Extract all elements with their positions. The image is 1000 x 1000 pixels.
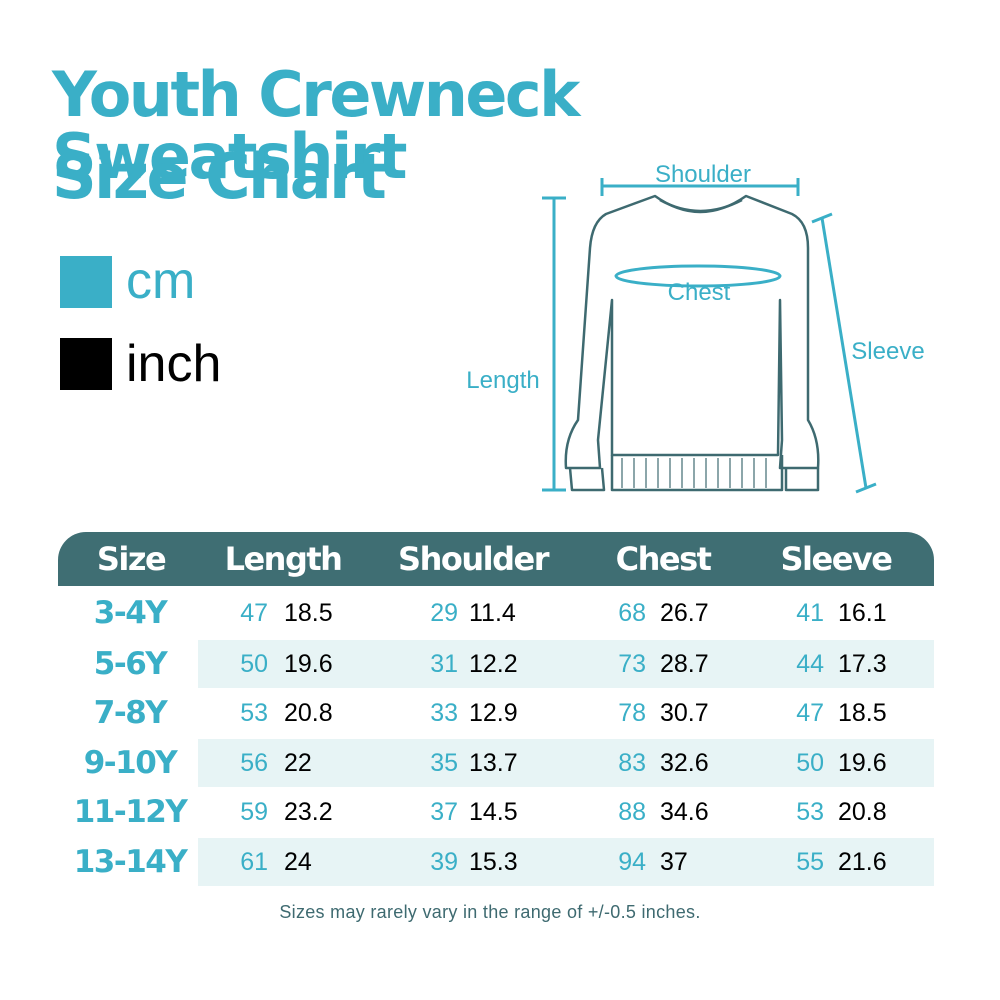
chest-inch: 26.7 [660,599,709,627]
shoulder-inch: 12.9 [469,699,518,727]
shoulder-inch: 12.2 [469,650,518,678]
length-measure [542,196,566,492]
length-inch: 18.5 [284,599,333,627]
chest-inch: 30.7 [660,699,709,727]
shoulder-label: Shoulder [655,161,751,188]
shoulder-cm: 35 [430,749,458,777]
chest-label: Chest [668,279,731,306]
inch-legend-label: inch [126,335,222,393]
sleeve-inch: 21.6 [838,848,887,876]
chart-title-line2: Size Chart [52,140,387,213]
tolerance-note: Sizes may rarely vary in the range of +/… [279,902,701,922]
row-stripe [198,739,934,787]
inch-swatch [60,338,112,390]
shoulder-cm: 31 [430,650,458,678]
sleeve-cm: 50 [796,749,824,777]
shoulder-inch: 11.4 [469,599,516,627]
chart-title-line1: Youth Crewneck Sweatshirt [52,58,580,193]
length-label: Length [466,367,539,394]
chest-cm: 73 [618,650,646,678]
sleeve-inch: 20.8 [838,798,887,826]
sleeve-cm: 44 [796,650,824,678]
header-sleeve: Sleeve [780,540,893,578]
sleeve-cm: 47 [796,699,824,727]
sleeve-cm: 41 [796,599,824,627]
length-inch: 24 [284,848,312,876]
chest-cm: 94 [618,848,646,876]
length-inch: 20.8 [284,699,333,727]
shoulder-measure [600,178,800,196]
length-cm: 50 [240,650,268,678]
table-header: Size Length Shoulder Chest Sleeve [58,532,934,586]
chest-cm: 83 [618,749,646,777]
length-cm: 59 [240,798,268,826]
shoulder-cm: 39 [430,848,458,876]
sleeve-measure [811,212,877,494]
shoulder-cm: 33 [430,699,458,727]
header-chest: Chest [615,540,712,578]
header-length: Length [224,540,343,578]
sleeve-cm: 55 [796,848,824,876]
chest-inch: 37 [660,848,688,876]
size-cell: 9-10Y [83,745,178,781]
size-cell: 7-8Y [93,695,168,731]
sweatshirt-diagram: Shoulder Chest Length Sleeve [466,161,925,494]
size-cell: 3-4Y [93,595,168,631]
length-inch: 22 [284,749,312,777]
sleeve-inch: 18.5 [838,699,887,727]
chest-cm: 88 [618,798,646,826]
chest-cm: 68 [618,599,646,627]
size-cell: 11-12Y [73,794,188,830]
length-inch: 23.2 [284,798,333,826]
cm-legend-label: cm [126,252,196,310]
header-shoulder: Shoulder [398,540,549,578]
sleeve-label: Sleeve [851,338,924,365]
length-cm: 56 [240,749,268,777]
row-stripe [198,640,934,688]
sweatshirt-icon [564,194,820,492]
chest-inch: 32.6 [660,749,709,777]
sleeve-inch: 19.6 [838,749,887,777]
sleeve-inch: 16.1 [838,599,887,627]
shoulder-inch: 14.5 [469,798,518,826]
shoulder-inch: 15.3 [469,848,518,876]
sleeve-cm: 53 [796,798,824,826]
size-cell: 5-6Y [93,646,168,682]
chest-inch: 34.6 [660,798,709,826]
shoulder-cm: 37 [430,798,458,826]
row-stripe [198,838,934,886]
chest-measure [614,264,782,288]
shoulder-inch: 13.7 [469,749,518,777]
shoulder-cm: 29 [430,599,458,627]
length-cm: 61 [240,848,268,876]
size-cell: 13-14Y [73,844,188,880]
sleeve-inch: 17.3 [838,650,887,678]
cm-swatch [60,256,112,308]
header-size: Size [96,540,167,578]
length-inch: 19.6 [284,650,333,678]
chest-inch: 28.7 [660,650,709,678]
length-cm: 47 [240,599,268,627]
length-cm: 53 [240,699,268,727]
chest-cm: 78 [618,699,646,727]
rib-lines [621,458,767,488]
